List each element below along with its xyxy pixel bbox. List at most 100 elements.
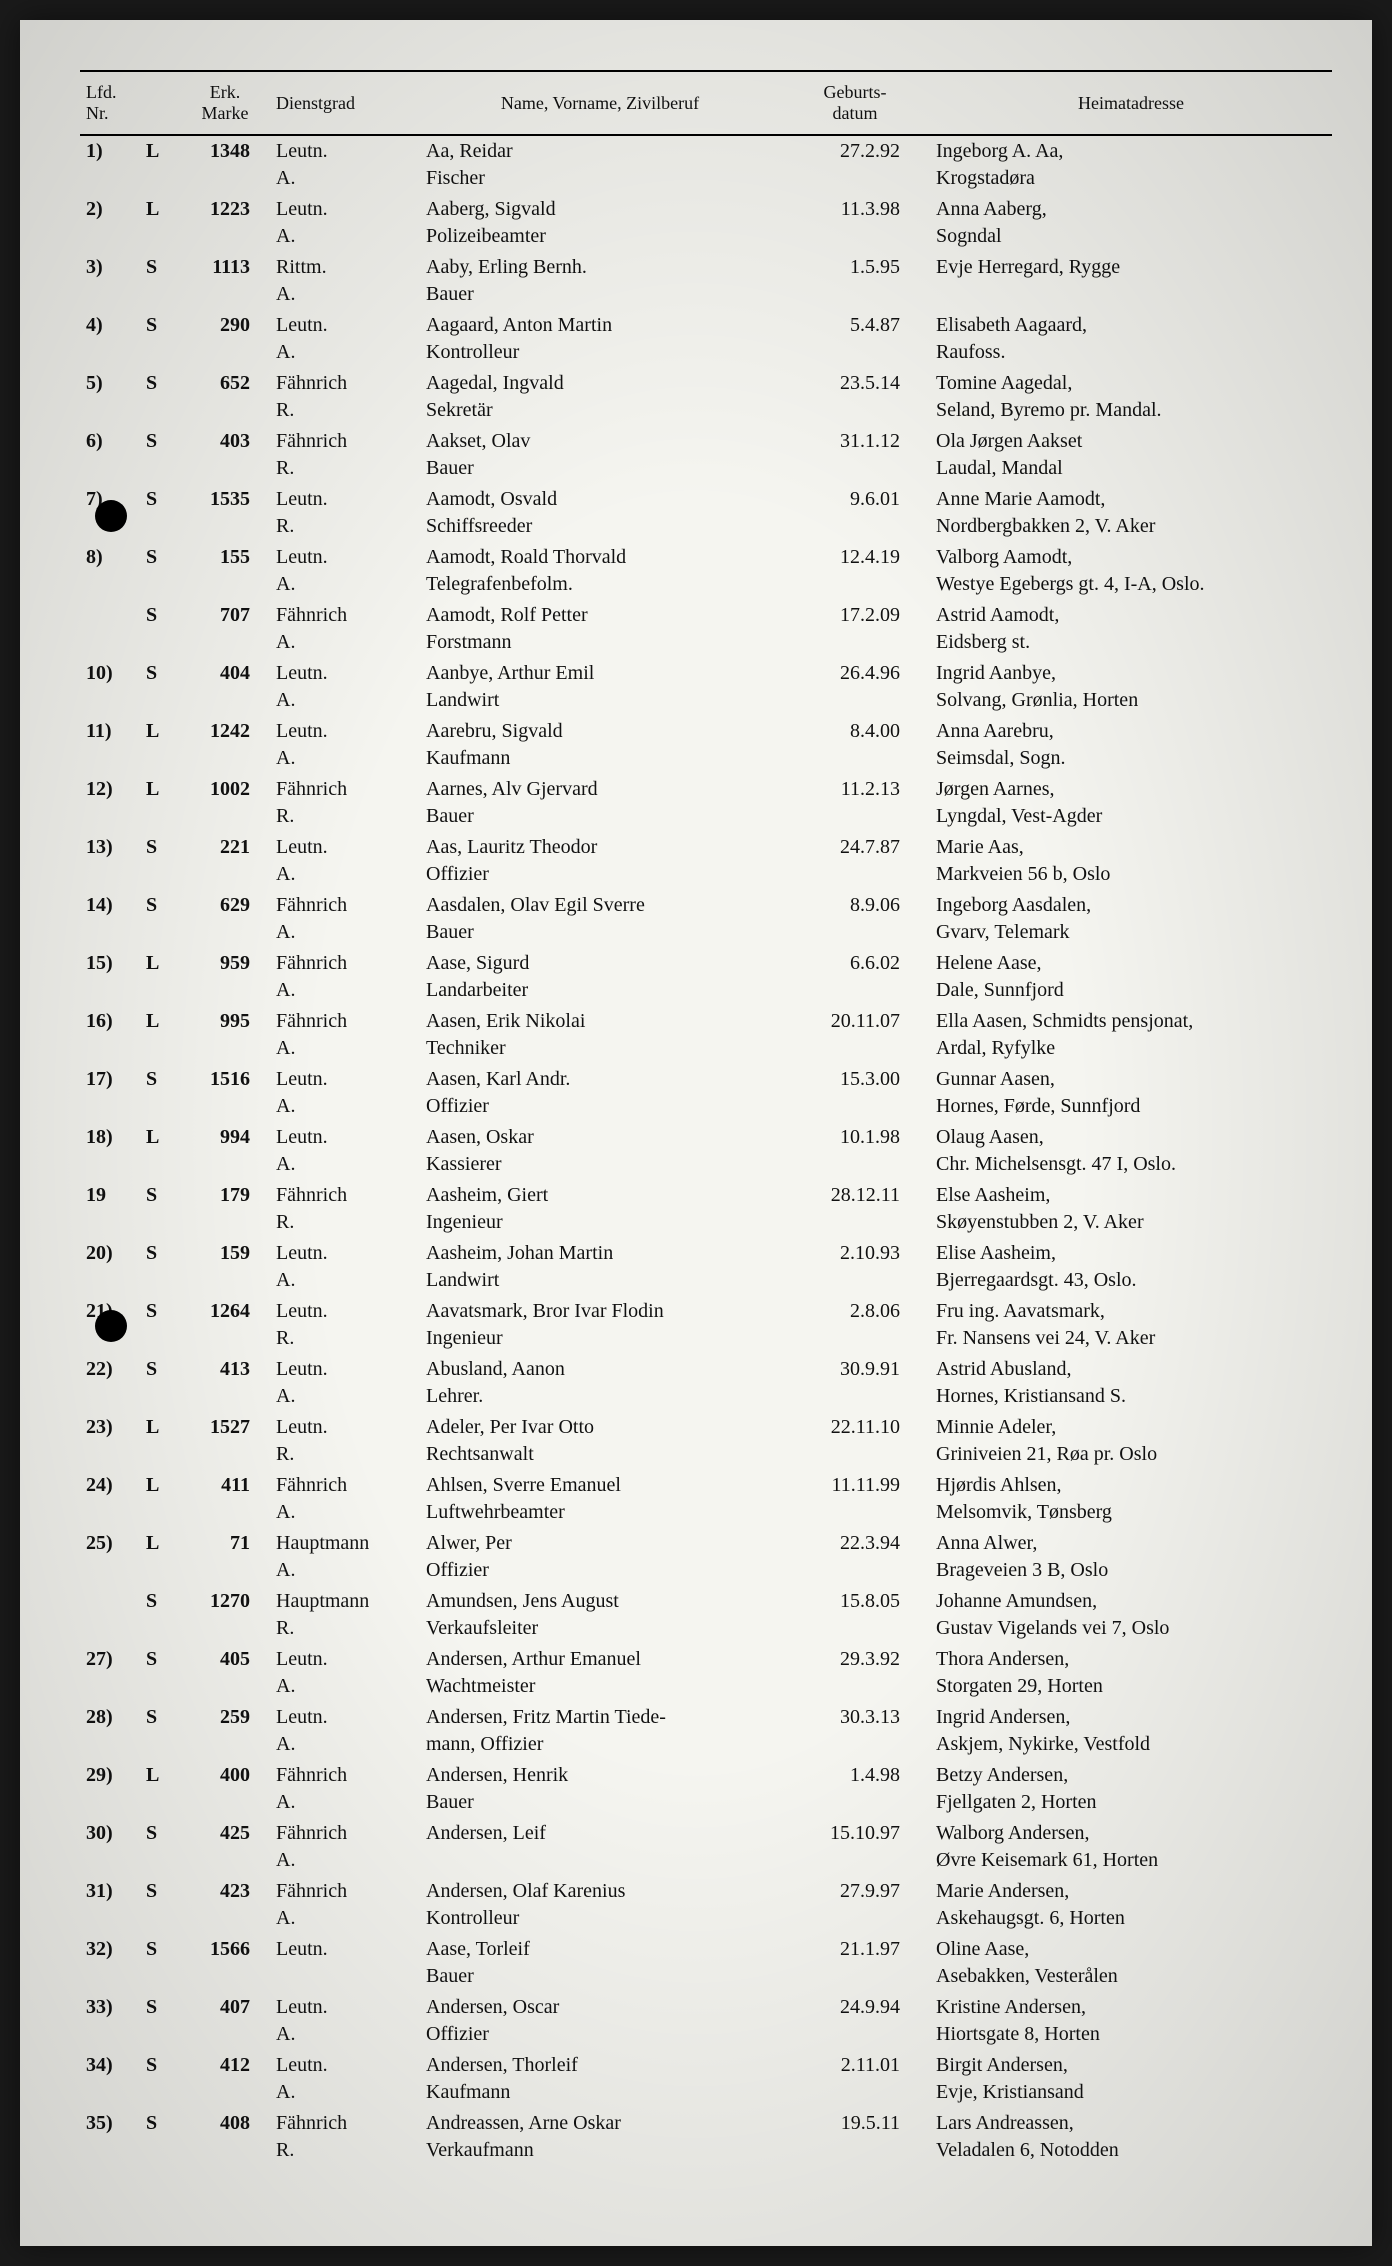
cell-name: Aakset, OlavBauer — [420, 426, 780, 484]
cell-dienst: Leutn.A. — [270, 542, 420, 600]
table-row: 25)L71HauptmannA.Alwer, PerOffizier22.3.… — [80, 1528, 1332, 1586]
cell-dienst: Leutn.A. — [270, 716, 420, 774]
cell-datum: 29.3.92 — [780, 1644, 930, 1702]
cell-dienst: Leutn. — [270, 1934, 420, 1992]
cell-dienst: FähnrichA. — [270, 1470, 420, 1528]
cell-erk: S — [140, 426, 180, 484]
cell-nr: 15) — [80, 948, 140, 1006]
cell-marke: 411 — [180, 1470, 270, 1528]
table-row: 3)S1113Rittm.A.Aaby, Erling Bernh.Bauer1… — [80, 252, 1332, 310]
cell-dienst: FähnrichA. — [270, 948, 420, 1006]
cell-datum: 10.1.98 — [780, 1122, 930, 1180]
cell-name: Aasen, Erik NikolaiTechniker — [420, 1006, 780, 1064]
cell-heimat: Anna Alwer,Brageveien 3 B, Oslo — [930, 1528, 1332, 1586]
cell-marke: 1535 — [180, 484, 270, 542]
cell-dienst: Leutn.A. — [270, 658, 420, 716]
cell-nr: 20) — [80, 1238, 140, 1296]
cell-dienst: Leutn.R. — [270, 484, 420, 542]
cell-nr: 10) — [80, 658, 140, 716]
cell-name: Andersen, ThorleifKaufmann — [420, 2050, 780, 2108]
table-row: 34)S412Leutn.A.Andersen, ThorleifKaufman… — [80, 2050, 1332, 2108]
cell-marke: 1113 — [180, 252, 270, 310]
cell-marke: 71 — [180, 1528, 270, 1586]
cell-marke: 1223 — [180, 194, 270, 252]
cell-nr: 3) — [80, 252, 140, 310]
cell-marke: 407 — [180, 1992, 270, 2050]
cell-datum: 21.1.97 — [780, 1934, 930, 1992]
cell-heimat: Olaug Aasen,Chr. Michelsensgt. 47 I, Osl… — [930, 1122, 1332, 1180]
cell-name: Aas, Lauritz TheodorOffizier — [420, 832, 780, 890]
cell-marke: 408 — [180, 2108, 270, 2166]
cell-dienst: HauptmannR. — [270, 1586, 420, 1644]
table-row: S707FähnrichA.Aamodt, Rolf PetterForstma… — [80, 600, 1332, 658]
table-row: 21)S1264Leutn.R.Aavatsmark, Bror Ivar Fl… — [80, 1296, 1332, 1354]
cell-dienst: Rittm.A. — [270, 252, 420, 310]
table-row: 7)S1535Leutn.R.Aamodt, OsvaldSchiffsreed… — [80, 484, 1332, 542]
cell-datum: 22.11.10 — [780, 1412, 930, 1470]
cell-name: Andersen, OscarOffizier — [420, 1992, 780, 2050]
cell-nr: 11) — [80, 716, 140, 774]
cell-name: Abusland, AanonLehrer. — [420, 1354, 780, 1412]
cell-datum: 11.3.98 — [780, 194, 930, 252]
cell-name: Aa, ReidarFischer — [420, 135, 780, 194]
cell-dienst: FähnrichR. — [270, 1180, 420, 1238]
cell-datum: 26.4.96 — [780, 658, 930, 716]
cell-heimat: Hjørdis Ahlsen,Melsomvik, Tønsberg — [930, 1470, 1332, 1528]
cell-nr: 13) — [80, 832, 140, 890]
cell-dienst: FähnrichA. — [270, 1760, 420, 1818]
table-row: 31)S423FähnrichA.Andersen, Olaf Karenius… — [80, 1876, 1332, 1934]
cell-datum: 12.4.19 — [780, 542, 930, 600]
cell-datum: 15.10.97 — [780, 1818, 930, 1876]
cell-marke: 1516 — [180, 1064, 270, 1122]
cell-nr: 24) — [80, 1470, 140, 1528]
cell-name: Aarebru, SigvaldKaufmann — [420, 716, 780, 774]
cell-marke: 290 — [180, 310, 270, 368]
cell-heimat: Fru ing. Aavatsmark,Fr. Nansens vei 24, … — [930, 1296, 1332, 1354]
cell-marke: 1242 — [180, 716, 270, 774]
header-dienst: Dienstgrad — [270, 71, 420, 135]
cell-dienst: FähnrichR. — [270, 774, 420, 832]
cell-marke: 221 — [180, 832, 270, 890]
cell-heimat: Anna Aarebru,Seimsdal, Sogn. — [930, 716, 1332, 774]
cell-erk: S — [140, 1354, 180, 1412]
cell-heimat: Ingrid Aanbye,Solvang, Grønlia, Horten — [930, 658, 1332, 716]
cell-nr: 17) — [80, 1064, 140, 1122]
cell-datum: 5.4.87 — [780, 310, 930, 368]
cell-name: Aaby, Erling Bernh.Bauer — [420, 252, 780, 310]
cell-name: Aase, SigurdLandarbeiter — [420, 948, 780, 1006]
cell-name: Andersen, Fritz Martin Tiede-mann, Offiz… — [420, 1702, 780, 1760]
table-row: 11)L1242Leutn.A.Aarebru, SigvaldKaufmann… — [80, 716, 1332, 774]
cell-name: Andersen, Leif — [420, 1818, 780, 1876]
cell-erk: L — [140, 774, 180, 832]
cell-nr: 27) — [80, 1644, 140, 1702]
table-row: 19S179FähnrichR.Aasheim, GiertIngenieur2… — [80, 1180, 1332, 1238]
table-row: 24)L411FähnrichA.Ahlsen, Sverre EmanuelL… — [80, 1470, 1332, 1528]
cell-heimat: Lars Andreassen,Veladalen 6, Notodden — [930, 2108, 1332, 2166]
cell-name: Aamodt, Rolf PetterForstmann — [420, 600, 780, 658]
cell-marke: 412 — [180, 2050, 270, 2108]
cell-erk: S — [140, 600, 180, 658]
cell-dienst: Leutn.R. — [270, 1412, 420, 1470]
cell-dienst: Leutn.A. — [270, 1644, 420, 1702]
cell-erk: S — [140, 1586, 180, 1644]
header-datum: Geburts-datum — [780, 71, 930, 135]
punch-hole — [95, 1310, 127, 1342]
cell-nr: 19 — [80, 1180, 140, 1238]
cell-name: Aasheim, GiertIngenieur — [420, 1180, 780, 1238]
table-row: 16)L995FähnrichA.Aasen, Erik NikolaiTech… — [80, 1006, 1332, 1064]
cell-datum: 8.9.06 — [780, 890, 930, 948]
cell-dienst: FähnrichA. — [270, 890, 420, 948]
table-row: 32)S1566Leutn.Aase, TorleifBauer21.1.97O… — [80, 1934, 1332, 1992]
table-row: 8)S155Leutn.A.Aamodt, Roald ThorvaldTele… — [80, 542, 1332, 600]
cell-name: Andersen, Olaf KareniusKontrolleur — [420, 1876, 780, 1934]
cell-dienst: Leutn.A. — [270, 310, 420, 368]
table-row: 23)L1527Leutn.R.Adeler, Per Ivar OttoRec… — [80, 1412, 1332, 1470]
cell-marke: 403 — [180, 426, 270, 484]
header-erk — [140, 71, 180, 135]
cell-nr: 2) — [80, 194, 140, 252]
table-row: 2)L1223Leutn.A.Aaberg, SigvaldPolizeibea… — [80, 194, 1332, 252]
cell-erk: S — [140, 1702, 180, 1760]
cell-nr: 31) — [80, 1876, 140, 1934]
cell-marke: 1270 — [180, 1586, 270, 1644]
punch-hole — [95, 500, 127, 532]
